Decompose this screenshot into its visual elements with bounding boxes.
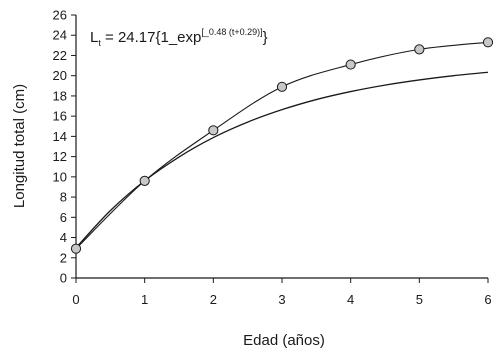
x-tick-label: 5 — [416, 292, 423, 307]
x-tick-label: 4 — [347, 292, 354, 307]
fitted-curve-line — [75, 71, 489, 249]
y-tick-label: 26 — [53, 8, 67, 23]
x-tick-label: 2 — [210, 292, 217, 307]
data-point — [208, 125, 219, 136]
x-tick-label: 3 — [278, 292, 285, 307]
observed-points-layer — [70, 37, 494, 254]
y-tick-label: 12 — [53, 149, 67, 164]
y-tick-label: 14 — [53, 129, 67, 144]
x-tick-label: 6 — [484, 292, 491, 307]
y-axis-title: Longitud total (cm) — [11, 84, 28, 208]
y-tick-label: 2 — [60, 250, 67, 265]
y-tick-label: 4 — [60, 230, 67, 245]
formula-suffix: } — [263, 29, 268, 46]
y-tick-label: 8 — [60, 190, 67, 205]
formula-exponent: [_0.48 (t+0.29)] — [201, 27, 262, 37]
y-tick-label: 16 — [53, 109, 67, 124]
data-point — [70, 243, 82, 254]
y-tick-label: 18 — [53, 88, 67, 103]
observed-series-line — [75, 41, 489, 250]
fitted-curve-layer — [75, 41, 489, 250]
data-point — [414, 44, 425, 55]
data-point — [276, 81, 288, 92]
x-tick-label: 0 — [72, 292, 79, 307]
y-tick-label: 0 — [60, 271, 67, 286]
formula-subscript: t — [98, 38, 101, 48]
x-tick-labels: 0 1 2 3 4 5 6 — [72, 292, 491, 307]
y-tick-label: 10 — [53, 169, 67, 184]
formula-annotation: Lt = 24.17{1_exp[_0.48 (t+0.29)]} — [90, 27, 268, 48]
formula-prefix: L — [90, 29, 98, 46]
y-tick-label: 24 — [53, 28, 67, 43]
y-tick-label: 22 — [53, 48, 67, 63]
y-tick-label: 6 — [60, 210, 67, 225]
data-point — [482, 37, 494, 48]
formula-middle: = 24.17{1_exp — [101, 29, 202, 46]
data-point — [139, 175, 150, 186]
data-point — [345, 59, 356, 70]
y-tick-label: 20 — [53, 68, 67, 83]
x-axis-title: Edad (años) — [243, 332, 325, 349]
axes — [71, 14, 489, 283]
x-tick-label: 1 — [141, 292, 148, 307]
